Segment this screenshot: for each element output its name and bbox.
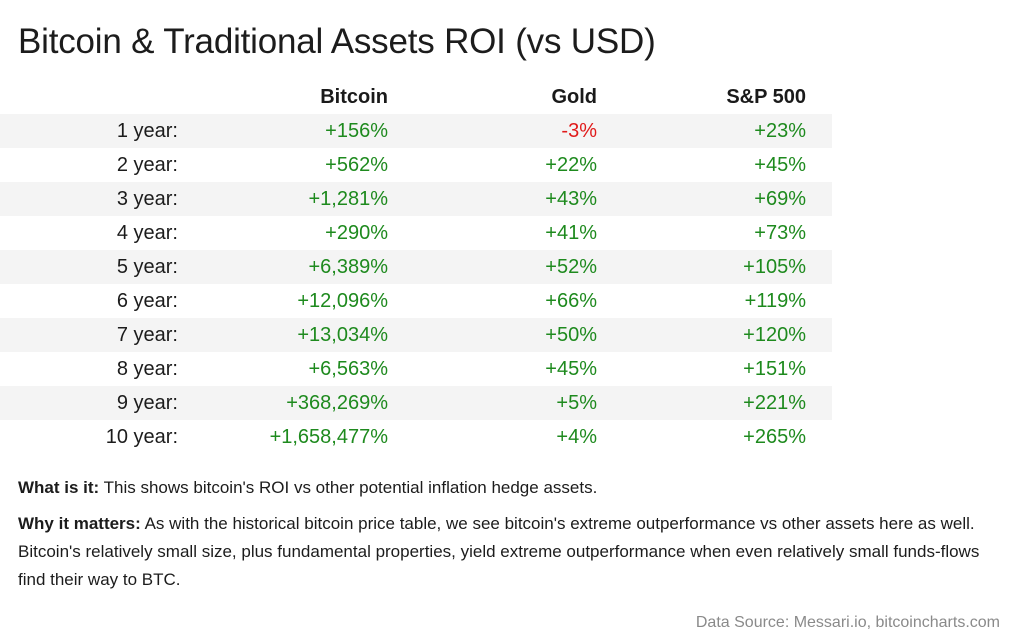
- why-it-matters-label: Why it matters:: [18, 514, 141, 533]
- what-is-it-note: What is it: This shows bitcoin's ROI vs …: [18, 474, 1008, 502]
- bitcoin-cell: +368,269%: [286, 392, 388, 414]
- gold-cell: +22%: [545, 154, 597, 176]
- bitcoin-cell: +290%: [325, 222, 388, 244]
- gold-cell: +66%: [545, 290, 597, 312]
- data-source: Data Source: Messari.io, bitcoincharts.c…: [695, 614, 1000, 631]
- sp500-cell: +105%: [743, 256, 806, 278]
- what-is-it-text: This shows bitcoin's ROI vs other potent…: [99, 478, 598, 497]
- period-cell: 8 year:: [116, 358, 178, 380]
- bitcoin-cell: +562%: [325, 154, 388, 176]
- period-cell: 9 year:: [116, 392, 178, 414]
- sp500-cell: +119%: [744, 290, 806, 312]
- sp500-cell: +23%: [754, 120, 806, 142]
- sp500-cell: +151%: [743, 358, 806, 380]
- table-row: 6 year: +12,096% +66% +119%: [0, 284, 832, 318]
- period-cell: 6 year:: [116, 290, 178, 312]
- gold-cell: +5%: [556, 392, 597, 414]
- bitcoin-cell: +12,096%: [297, 290, 388, 312]
- gold-cell: +45%: [545, 358, 597, 380]
- table-row: 8 year: +6,563% +45% +151%: [0, 352, 832, 386]
- period-cell: 1 year:: [116, 120, 178, 142]
- table-row: 3 year: +1,281% +43% +69%: [0, 182, 832, 216]
- sp500-cell: +73%: [754, 222, 806, 244]
- bitcoin-cell: +6,389%: [308, 256, 388, 278]
- table-row: 2 year: +562% +22% +45%: [0, 148, 832, 182]
- table-row: 4 year: +290% +41% +73%: [0, 216, 832, 250]
- gold-cell: +43%: [545, 188, 597, 210]
- page-title: Bitcoin & Traditional Assets ROI (vs USD…: [18, 22, 656, 61]
- period-cell: 4 year:: [116, 222, 178, 244]
- gold-cell: +4%: [556, 426, 597, 448]
- roi-table: Bitcoin Gold S&P 500 1 year: +156% -3% +23%…: [0, 80, 832, 454]
- bitcoin-cell: +1,281%: [308, 188, 388, 210]
- gold-cell: +52%: [545, 256, 597, 278]
- why-it-matters-note: Why it matters: As with the historical b…: [18, 510, 1008, 594]
- period-cell: 10 year:: [105, 426, 178, 448]
- column-header-sp500: S&P 500: [726, 86, 806, 108]
- period-cell: 2 year:: [116, 154, 178, 176]
- gold-cell: -3%: [561, 120, 597, 142]
- gold-cell: +50%: [545, 324, 597, 346]
- bitcoin-cell: +156%: [325, 120, 388, 142]
- what-is-it-label: What is it:: [18, 478, 100, 497]
- notes-section: What is it: This shows bitcoin's ROI vs …: [18, 474, 1008, 602]
- sp500-cell: +45%: [754, 154, 806, 176]
- column-header-bitcoin: Bitcoin: [320, 86, 388, 108]
- bitcoin-cell: +13,034%: [297, 324, 388, 346]
- sp500-cell: +265%: [743, 426, 806, 448]
- why-it-matters-text: As with the historical bitcoin price tab…: [18, 514, 980, 589]
- table-body: 1 year: +156% -3% +23% 2 year: +562% +22% +45% 3…: [0, 114, 832, 454]
- gold-cell: +41%: [545, 222, 597, 244]
- sp500-cell: +221%: [743, 392, 806, 414]
- table-row: 10 year: +1,658,477% +4% +265%: [0, 420, 832, 454]
- column-header-gold: Gold: [551, 86, 597, 108]
- period-cell: 7 year:: [116, 324, 178, 346]
- period-cell: 3 year:: [116, 188, 178, 210]
- table-row: 5 year: +6,389% +52% +105%: [0, 250, 832, 284]
- sp500-cell: +120%: [743, 324, 806, 346]
- sp500-cell: +69%: [754, 188, 806, 210]
- period-cell: 5 year:: [116, 256, 178, 278]
- table-row: 1 year: +156% -3% +23%: [0, 114, 832, 148]
- table-row: 9 year: +368,269% +5% +221%: [0, 386, 832, 420]
- bitcoin-cell: +1,658,477%: [269, 426, 388, 448]
- bitcoin-cell: +6,563%: [308, 358, 388, 380]
- table-header-row: Bitcoin Gold S&P 500: [0, 80, 832, 114]
- table-row: 7 year: +13,034% +50% +120%: [0, 318, 832, 352]
